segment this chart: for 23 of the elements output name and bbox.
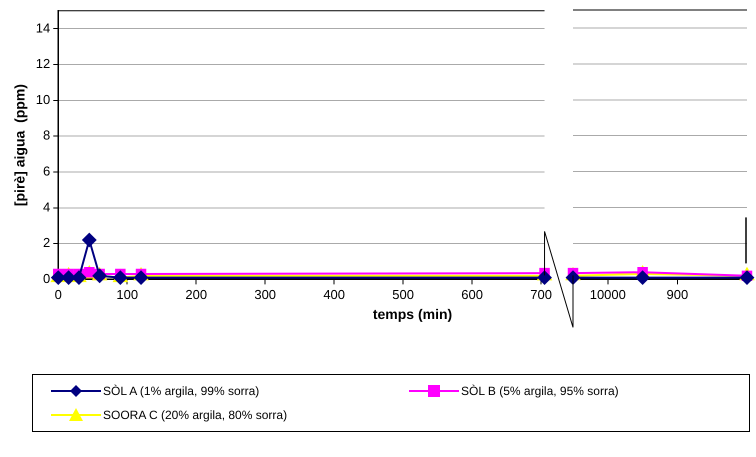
y-tick-label: 4 [43, 199, 50, 214]
x-tick-label: 900 [666, 286, 688, 302]
x-tick-label: 500 [392, 286, 414, 302]
y-tick-label: 8 [43, 128, 50, 143]
legend-label: SÒL B (5% argila, 95% sorra) [461, 384, 619, 398]
x-axis-title: temps (min) [372, 306, 454, 322]
legend-label: SOORA C (20% argila, 80% sorra) [103, 408, 288, 422]
legend-label: SÒL A (1% argila, 99% sorra) [103, 384, 260, 398]
y-tick-label: 6 [43, 164, 50, 179]
x-tick-label: 100 [116, 286, 138, 302]
x-tick-label: 400 [323, 286, 346, 302]
y-tick-label: 14 [36, 20, 50, 36]
x-tick-label: 0 [54, 286, 62, 302]
x-tick-label: 700 [530, 286, 552, 302]
x-tick-label: 10000 [590, 286, 626, 302]
y-tick-label: 0 [43, 270, 50, 286]
x-tick-label: 200 [185, 286, 208, 302]
y-axis-title: [pirè] aigua (ppm) [11, 84, 28, 206]
x-tick-label: 300 [254, 286, 276, 302]
y-tick-label: 10 [36, 92, 50, 107]
x-tick-label: 600 [461, 286, 483, 302]
y-tick-label: 2 [43, 235, 50, 250]
y-tick-label: 12 [36, 56, 50, 72]
